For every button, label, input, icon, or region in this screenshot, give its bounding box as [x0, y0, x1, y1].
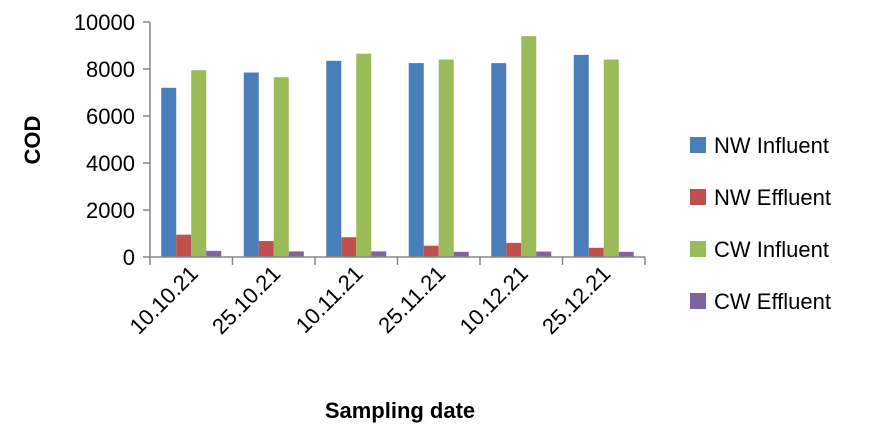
bar-nw-effluent-4	[423, 245, 439, 257]
x-tick-label: 10.11.21	[291, 261, 368, 338]
bar-cw-influent-4	[438, 59, 454, 257]
bar-nw-effluent-1	[176, 234, 192, 257]
bar-nw-influent-2	[243, 72, 259, 258]
x-ticks-group: 10.10.21 25.10.21 10.11.21 25.11.21 10.12.21…	[125, 257, 646, 339]
x-tick-label: 25.12.21	[537, 261, 615, 339]
x-tick-label: 25.10.21	[207, 261, 285, 339]
bar-cw-influent-6	[603, 59, 619, 257]
y-tick-label: 2000	[86, 198, 135, 223]
bar-nw-influent-6	[573, 54, 589, 258]
legend-label: CW Influent	[714, 237, 829, 262]
legend: NW Influent NW Effluent CW Influent CW Effl…	[690, 133, 831, 314]
legend-swatch	[690, 189, 706, 205]
bar-cw-influent-3	[356, 53, 372, 257]
legend-label: NW Effluent	[714, 185, 831, 210]
legend-swatch	[690, 293, 706, 309]
bar-cw-effluent-5	[536, 251, 552, 257]
bar-cw-influent-2	[273, 77, 289, 257]
legend-swatch	[690, 137, 706, 153]
bar-nw-influent-4	[408, 63, 424, 257]
bar-cw-effluent-6	[618, 251, 634, 257]
bar-cw-effluent-2	[288, 251, 304, 257]
y-tick-label: 4000	[86, 151, 135, 176]
x-tick-label: 25.11.21	[373, 261, 450, 338]
bar-cw-effluent-3	[371, 251, 387, 257]
bar-nw-influent-3	[326, 60, 342, 258]
y-tick-label: 0	[123, 245, 135, 270]
bar-cw-influent-5	[521, 36, 537, 257]
bar-cw-effluent-4	[453, 251, 469, 257]
y-tick-label: 8000	[86, 57, 135, 82]
bar-nw-effluent-3	[341, 237, 357, 257]
bar-nw-influent-1	[161, 87, 177, 257]
bar-cw-effluent-1	[206, 250, 222, 257]
legend-label: NW Influent	[714, 133, 829, 158]
axes-group	[149, 22, 645, 258]
bar-nw-effluent-6	[588, 247, 604, 257]
bar-cw-influent-1	[191, 70, 207, 257]
bar-nw-influent-5	[491, 63, 507, 257]
y-tick-label: 6000	[86, 104, 135, 129]
y-ticks-group: 0 2000 4000 6000 8000 10000	[74, 10, 150, 270]
legend-swatch	[690, 241, 706, 257]
legend-label: CW Effluent	[714, 289, 831, 314]
bars-group	[161, 36, 634, 258]
y-tick-label: 10000	[74, 10, 135, 35]
x-axis-title: Sampling date	[325, 398, 475, 423]
y-axis-title: COD	[20, 116, 45, 165]
bar-nw-effluent-5	[506, 242, 522, 257]
x-tick-label: 10.10.21	[125, 261, 203, 339]
x-tick-label: 10.12.21	[455, 261, 533, 339]
bar-nw-effluent-2	[258, 241, 274, 257]
